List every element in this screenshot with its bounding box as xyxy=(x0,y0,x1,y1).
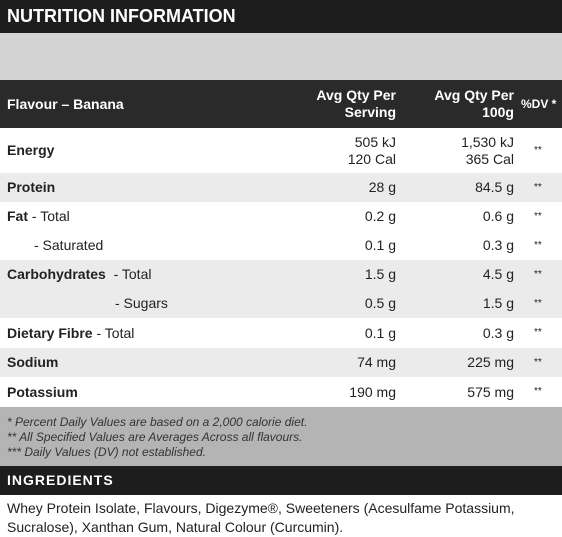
nutrient-qualifier: - Saturated xyxy=(34,237,104,253)
per-100g-value: 0.3 g xyxy=(482,237,514,253)
daily-value: ** xyxy=(534,210,542,222)
row-label: Carbohydrates - Total xyxy=(7,266,151,283)
ingredients-title: INGREDIENTS xyxy=(0,466,562,495)
table-header: Flavour – Banana Avg Qty Per Serving Avg Q… xyxy=(0,80,562,128)
per-100g-value: 0.3 g xyxy=(482,324,514,341)
nutrient-qualifier: - Sugars xyxy=(115,295,168,311)
serving-value: 0.1 g xyxy=(364,324,396,341)
nutrient-name: Energy xyxy=(7,142,55,158)
table-row: Protein 28 g 84.5 g ** xyxy=(0,173,562,202)
daily-value: ** xyxy=(534,144,542,156)
table-row: Fat - Total 0.2 g 0.6 g ** xyxy=(0,202,562,231)
serving-value: 28 g xyxy=(368,179,396,195)
footnote: ** All Specified Values are Averages Acr… xyxy=(7,430,303,444)
serving-value: 0.2 g xyxy=(364,208,396,224)
nutrient-qualifier: - Total xyxy=(92,324,135,341)
column-header: Avg Qty Per 100g xyxy=(434,87,514,120)
nutrient-name: Carbohydrates xyxy=(7,266,106,282)
serving-value: 0.5 g xyxy=(364,295,396,311)
daily-value: ** xyxy=(534,327,542,338)
column-header: Flavour – Banana xyxy=(7,96,124,112)
table-row: Sodium 74 mg 225 mg ** xyxy=(0,348,562,377)
table-row: - Saturated 0.1 g 0.3 g ** xyxy=(0,231,562,260)
row-label: Potassium xyxy=(7,384,78,401)
table-row: Potassium 190 mg 575 mg ** xyxy=(0,377,562,407)
footnote: *** Daily Values (DV) not established. xyxy=(7,445,206,459)
nutrient-name: Sodium xyxy=(7,354,59,370)
per-100g-value: 1.5 g xyxy=(482,295,514,311)
daily-value: ** xyxy=(534,268,542,280)
row-label: Protein xyxy=(7,179,55,196)
row-label: Dietary Fibre - Total xyxy=(7,325,134,342)
table-row: - Sugars 0.5 g 1.5 g ** xyxy=(0,289,562,318)
column-header: Avg Qty Per Serving xyxy=(316,87,396,120)
footnotes: * Percent Daily Values are based on a 2,… xyxy=(0,407,562,466)
row-label: Energy xyxy=(7,142,54,159)
title: NUTRITION INFORMATION xyxy=(0,0,562,33)
table-row: Dietary Fibre - Total 0.1 g 0.3 g ** xyxy=(0,318,562,348)
row-label: - Saturated xyxy=(34,237,103,254)
serving-value: 190 mg xyxy=(349,383,396,400)
daily-value: ** xyxy=(534,386,542,397)
serving-value: 505 kJ 120 Cal xyxy=(347,133,396,167)
serving-value: 74 mg xyxy=(357,354,396,370)
daily-value: ** xyxy=(534,239,542,251)
spacer-band xyxy=(0,33,562,80)
nutrient-name: Protein xyxy=(7,179,56,195)
ingredients-text: Whey Protein Isolate, Flavours, Digezyme… xyxy=(7,500,515,535)
daily-value: ** xyxy=(534,181,542,193)
table-row: Energy 505 kJ 120 Cal 1,530 kJ 365 Cal ** xyxy=(0,128,562,173)
footnote: * Percent Daily Values are based on a 2,… xyxy=(7,415,308,429)
nutrient-name: Potassium xyxy=(7,383,78,400)
per-100g-value: 84.5 g xyxy=(475,179,514,195)
nutrient-qualifier: - Total xyxy=(28,208,70,224)
daily-value: ** xyxy=(534,297,542,309)
table-row: Carbohydrates - Total 1.5 g 4.5 g ** xyxy=(0,260,562,289)
per-100g-value: 4.5 g xyxy=(482,266,514,282)
per-100g-value: 575 mg xyxy=(467,383,514,400)
column-header: %DV * xyxy=(521,97,557,111)
row-label: - Sugars xyxy=(115,295,168,312)
daily-value: ** xyxy=(534,356,542,368)
row-label: Sodium xyxy=(7,354,58,371)
nutrient-name: Fat xyxy=(7,208,28,224)
serving-value: 1.5 g xyxy=(364,266,396,282)
nutrient-qualifier: - Total xyxy=(105,266,152,282)
per-100g-value: 1,530 kJ 365 Cal xyxy=(461,133,514,167)
per-100g-value: 0.6 g xyxy=(482,208,514,224)
row-label: Fat - Total xyxy=(7,208,70,225)
per-100g-value: 225 mg xyxy=(467,354,514,370)
serving-value: 0.1 g xyxy=(364,237,396,253)
nutrient-name: Dietary Fibre xyxy=(7,324,93,341)
